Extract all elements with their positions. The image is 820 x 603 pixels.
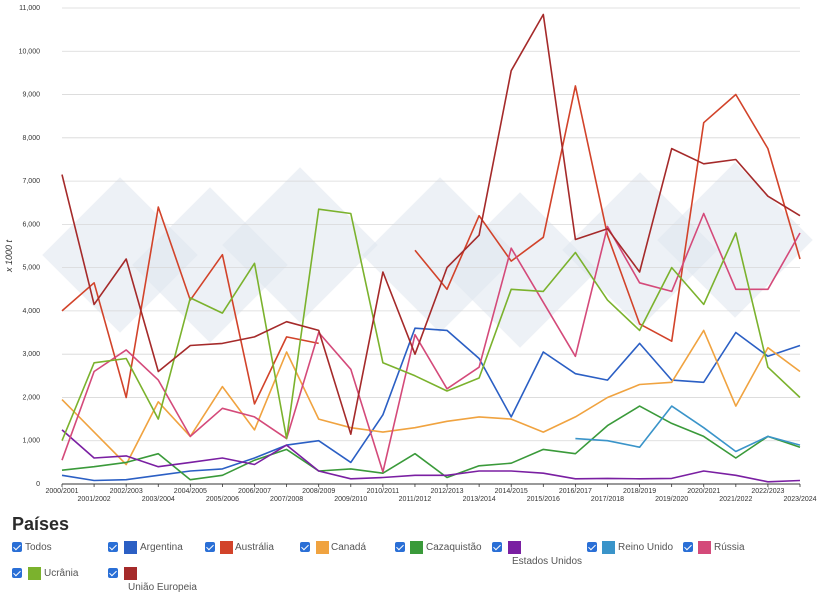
legend-swatch [220, 541, 233, 554]
grid-lines [62, 7, 800, 485]
series-line-4 [61, 429, 801, 483]
legend-swatch [28, 567, 41, 580]
legend-label: Reino Unido [618, 542, 674, 553]
x-tick-label: 2005/2006 [206, 496, 239, 503]
x-tick-label: 2018/2019 [623, 488, 656, 495]
y-tick-label: 6,000 [22, 221, 40, 228]
x-tick-label: 2021/2022 [719, 496, 752, 503]
x-tick-label: 2011/2012 [399, 496, 432, 503]
checkbox-icon[interactable] [587, 542, 597, 552]
series-line-6 [61, 212, 801, 473]
y-tick-label: 2,000 [22, 394, 40, 401]
y-tick-label: 11,000 [19, 5, 40, 12]
y-tick-label: 0 [36, 481, 40, 488]
x-tick-label: 2020/2021 [687, 488, 720, 495]
legend-label: Argentina [140, 542, 183, 553]
x-tick-label: 2008/2009 [302, 488, 335, 495]
legend-label: União Europeia [128, 582, 197, 593]
legend-swatch [124, 541, 137, 554]
watermark-diamond [222, 167, 378, 323]
checkbox-icon[interactable] [492, 542, 502, 552]
y-tick-label: 4,000 [22, 308, 40, 315]
x-axis: 2000/20012001/20022002/20032003/20042004… [45, 484, 817, 503]
legend-label: Todos [25, 542, 52, 553]
watermark-diamond [657, 162, 813, 318]
y-tick-label: 7,000 [22, 178, 40, 185]
checkbox-icon[interactable] [683, 542, 693, 552]
checkbox-icon[interactable] [12, 568, 22, 578]
legend-swatch [698, 541, 711, 554]
legend-label: Ucrânia [44, 568, 79, 579]
x-tick-label: 2007/2008 [270, 496, 303, 503]
legend-swatch [602, 541, 615, 554]
checkbox-icon[interactable] [12, 542, 22, 552]
legend-title: Países [12, 514, 70, 534]
series-line-5 [575, 405, 801, 453]
series-line-2 [61, 329, 801, 466]
line-chart: 0 1,000 2,000 3,000 4,000 5,000 6,000 7,000 8,00… [4, 5, 817, 503]
y-tick-label: 8,000 [22, 135, 40, 142]
x-tick-label: 2015/2016 [527, 496, 560, 503]
x-tick-label: 2022/2023 [751, 488, 784, 495]
series-line-0 [61, 327, 801, 482]
x-tick-label: 2012/2013 [430, 488, 463, 495]
legend-label: Estados Unidos [512, 556, 583, 567]
y-tick-label: 1,000 [22, 438, 40, 445]
checkbox-icon[interactable] [108, 568, 118, 578]
x-tick-label: 2001/2002 [78, 496, 111, 503]
x-tick-label: 2017/2018 [591, 496, 624, 503]
legend-swatch [316, 541, 329, 554]
y-tick-label: 5,000 [22, 265, 40, 272]
x-tick-label: 2003/2004 [142, 496, 175, 503]
y-tick-label: 10,000 [19, 48, 41, 55]
x-tick-label: 2002/2003 [110, 488, 143, 495]
series-line-8 [61, 13, 801, 435]
legend-swatch [508, 541, 521, 554]
series-lines [61, 13, 801, 483]
x-tick-label: 2019/2020 [655, 496, 688, 503]
x-tick-label: 2004/2005 [174, 488, 207, 495]
series-line-3 [61, 405, 801, 481]
y-tick-label: 9,000 [22, 92, 40, 99]
y-tick-label: 3,000 [22, 351, 40, 358]
checkbox-icon[interactable] [205, 542, 215, 552]
x-tick-label: 2023/2024 [783, 496, 816, 503]
checkbox-icon[interactable] [300, 542, 310, 552]
series-line-7 [61, 208, 801, 442]
legend-swatch [124, 567, 137, 580]
x-tick-label: 2006/2007 [238, 488, 271, 495]
legend-label: Austrália [235, 542, 274, 553]
checkbox-icon[interactable] [108, 542, 118, 552]
y-axis: 0 1,000 2,000 3,000 4,000 5,000 6,000 7,000 8,00… [19, 5, 41, 488]
watermark-diamond [442, 192, 598, 348]
legend-label: Rússia [714, 542, 745, 553]
legend-swatch [410, 541, 423, 554]
checkbox-icon[interactable] [395, 542, 405, 552]
legend-label: Cazaquistão [426, 542, 482, 553]
y-axis-label: x 1000 t [4, 239, 14, 273]
x-tick-label: 2016/2017 [559, 488, 592, 495]
x-tick-label: 2000/2001 [45, 488, 78, 495]
legend-label: Canadá [331, 542, 367, 553]
x-tick-label: 2010/2011 [367, 488, 400, 495]
x-tick-label: 2013/2014 [463, 496, 496, 503]
x-tick-label: 2014/2015 [495, 488, 528, 495]
x-tick-label: 2009/2010 [334, 496, 367, 503]
